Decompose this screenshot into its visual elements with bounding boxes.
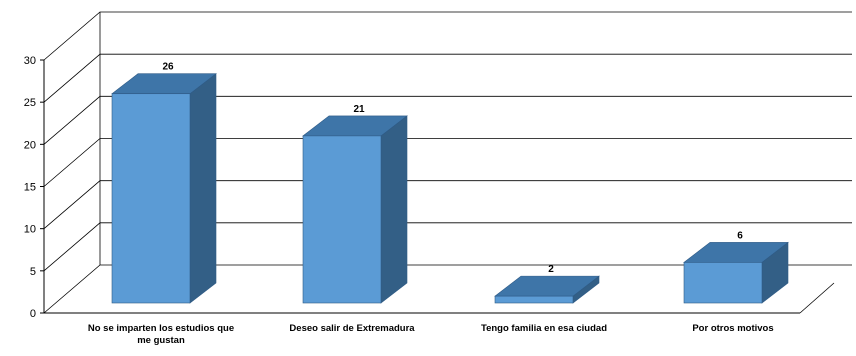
gridline [43, 95, 852, 145]
gridline [43, 180, 852, 229]
x-category-label-line: No se imparten los estudios que [88, 323, 234, 334]
y-tick-label: 15 [24, 182, 36, 194]
data-label: 6 [737, 230, 743, 241]
bar-front-face [302, 135, 382, 304]
gridline [43, 53, 852, 103]
x-category-label-line: me gustan [137, 335, 185, 346]
y-axis-ticks: 0 5 10 15 20 25 30 [24, 55, 44, 320]
data-label: 26 [162, 62, 174, 73]
data-label: 21 [353, 104, 365, 115]
bar: 21 [302, 104, 408, 304]
x-category-label: Deseo salir de Extremadura [289, 323, 415, 334]
y-tick-label: 5 [30, 266, 36, 278]
gridline [43, 138, 852, 187]
y-tick-label: 30 [24, 55, 36, 67]
gridline [43, 222, 852, 272]
bar-front-face [683, 262, 763, 304]
y-tick-label: 25 [24, 97, 36, 109]
bar-front-face [111, 93, 191, 304]
x-axis-labels: No se imparten los estudios que me gustan… [88, 323, 774, 346]
chart-gridlines [43, 11, 852, 314]
x-category-label: Tengo familia en esa ciudad [481, 323, 607, 334]
x-category-label: No se imparten los estudios que me gustan [88, 323, 234, 346]
data-label: 2 [548, 264, 554, 275]
y-tick-label: 20 [24, 139, 36, 151]
y-tick-label: 10 [24, 224, 36, 236]
gridline [43, 264, 852, 314]
bar: 6 [683, 230, 789, 304]
bar-side-face [189, 73, 217, 304]
x-category-label-line: Por otros motivos [692, 323, 773, 334]
x-category-label: Por otros motivos [692, 323, 773, 334]
bar-front-face [494, 295, 574, 304]
x-category-label-line: Deseo salir de Extremadura [289, 323, 415, 334]
gridline [43, 11, 852, 61]
x-category-label-line: Tengo familia en esa ciudad [481, 323, 607, 334]
bar: 26 [111, 62, 217, 304]
bar-side-face [380, 115, 408, 304]
y-tick-label: 0 [30, 308, 36, 320]
bar: 2 [494, 264, 600, 304]
floor-right-edge [799, 282, 835, 314]
